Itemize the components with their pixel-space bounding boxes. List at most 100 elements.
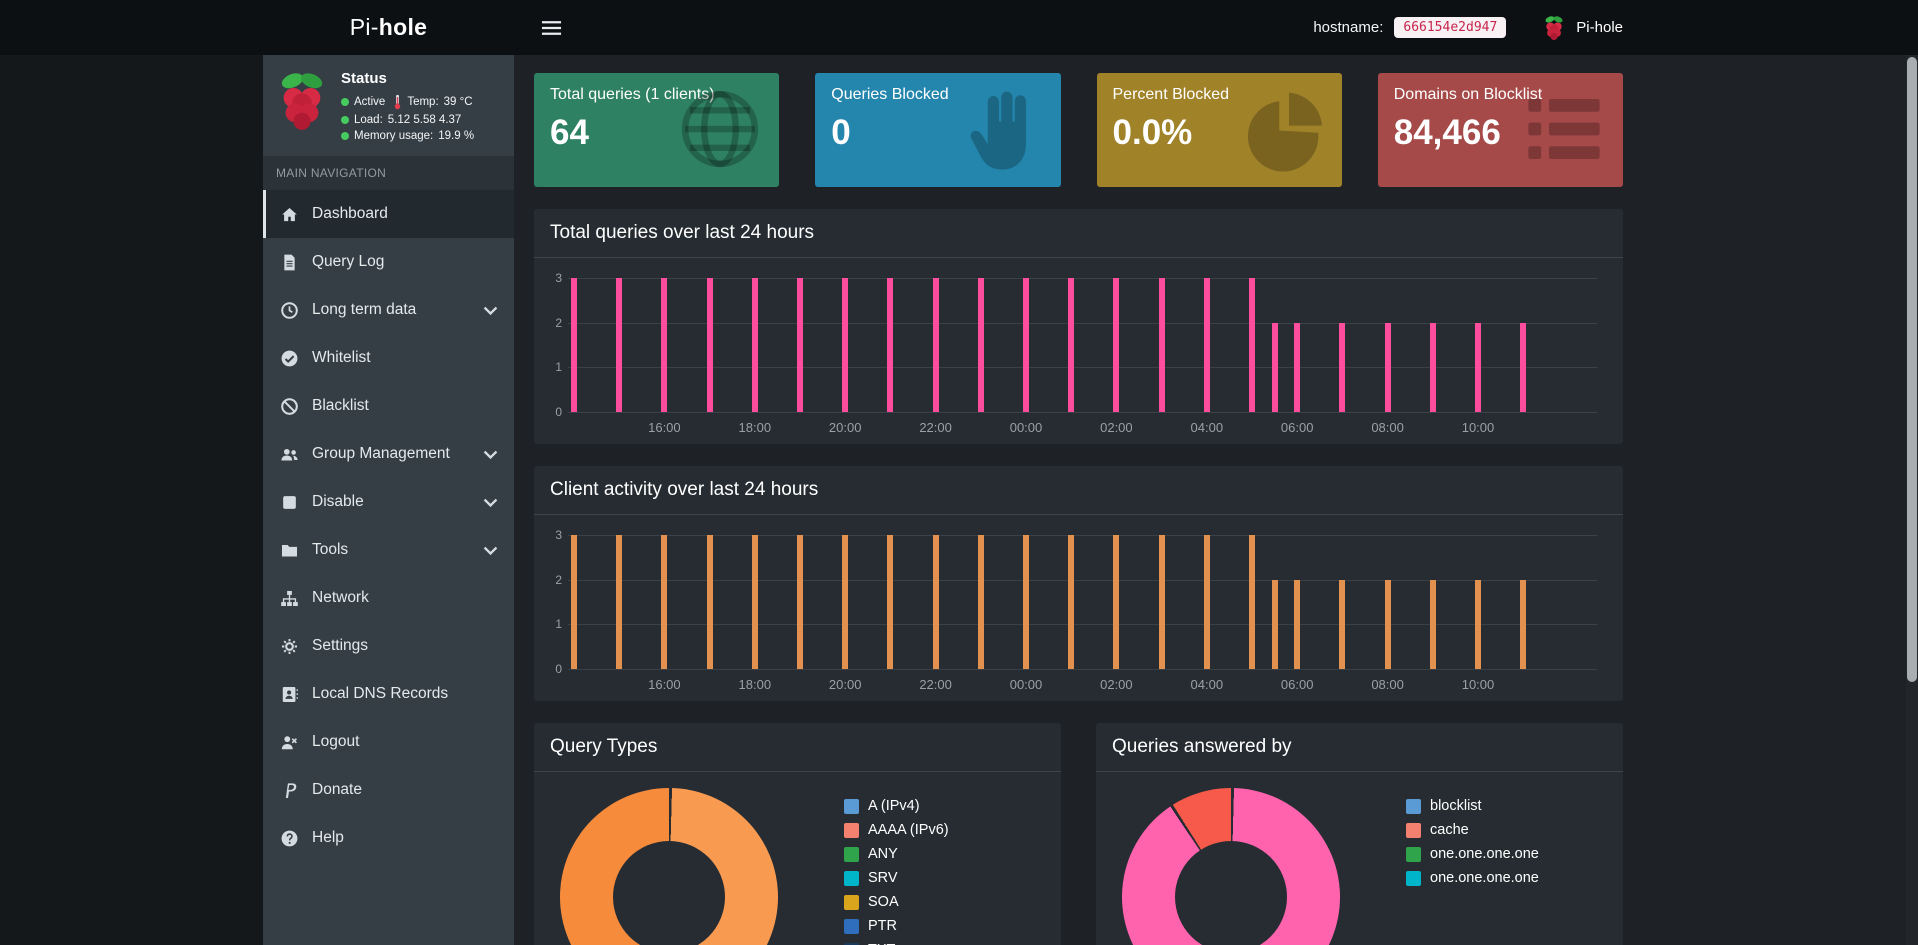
- y-axis-label: 2: [555, 315, 562, 330]
- query-bar[interactable]: [1429, 579, 1436, 669]
- gears-icon: [280, 637, 299, 656]
- query-bar[interactable]: [751, 278, 758, 412]
- query-bar[interactable]: [751, 535, 758, 669]
- gridline: [568, 412, 1597, 413]
- answered-by-donut[interactable]: [1122, 788, 1340, 945]
- pihole-brand-link[interactable]: Pi-hole: [1576, 19, 1623, 36]
- sidebar-item-donate[interactable]: Donate: [263, 766, 514, 814]
- sidebar-item-dashboard[interactable]: Dashboard: [263, 190, 514, 238]
- query-bar[interactable]: [1113, 278, 1120, 412]
- legend-item[interactable]: PTR: [844, 918, 949, 934]
- query-bar[interactable]: [1271, 579, 1278, 669]
- query-bar[interactable]: [887, 535, 894, 669]
- query-bar[interactable]: [1339, 322, 1346, 412]
- query-bar[interactable]: [1271, 322, 1278, 412]
- query-bar[interactable]: [1339, 579, 1346, 669]
- legend-swatch: [844, 918, 859, 934]
- sidebar-item-blacklist[interactable]: Blacklist: [263, 382, 514, 430]
- query-bar[interactable]: [977, 535, 984, 669]
- sidebar-item-long-term-data[interactable]: Long term data: [263, 286, 514, 334]
- legend-swatch: [844, 846, 859, 862]
- x-axis-label: 08:00: [1371, 420, 1404, 435]
- total-queries-chart[interactable]: 0 1 2 3 16:00 18:00 20:00 22:00 00:00 02:00 04:00 0…: [548, 268, 1609, 438]
- sidebar-item-help[interactable]: Help: [263, 814, 514, 862]
- query-bar[interactable]: [571, 278, 577, 412]
- x-axis-label: 10:00: [1461, 677, 1495, 692]
- query-bar[interactable]: [1068, 278, 1075, 412]
- query-bar[interactable]: [1023, 535, 1029, 669]
- sidebar-item-local-dns-records[interactable]: Local DNS Records: [263, 670, 514, 718]
- sidebar-item-whitelist[interactable]: Whitelist: [263, 334, 514, 382]
- query-bar[interactable]: [932, 278, 939, 412]
- legend-item[interactable]: SOA: [844, 894, 949, 910]
- x-axis-label: 06:00: [1280, 420, 1314, 435]
- legend-label: one.one.one.one: [1430, 846, 1539, 862]
- sidebar-item-disable[interactable]: Disable: [263, 478, 514, 526]
- query-bar[interactable]: [1294, 322, 1301, 412]
- gridline: [568, 579, 1597, 581]
- query-bar[interactable]: [616, 535, 623, 669]
- query-bar[interactable]: [1113, 535, 1120, 669]
- query-bar[interactable]: [661, 535, 668, 669]
- memory-label: Memory usage:: [354, 130, 434, 142]
- legend-item[interactable]: SRV: [844, 870, 949, 886]
- query-bar[interactable]: [1203, 535, 1210, 669]
- query-bar[interactable]: [1023, 278, 1029, 412]
- sidebar-item-group-management[interactable]: Group Management: [263, 430, 514, 478]
- query-bar[interactable]: [571, 535, 577, 669]
- legend-item[interactable]: TXT: [844, 942, 949, 945]
- query-bar[interactable]: [1475, 579, 1481, 669]
- answered-by-panel: Queries answered by blocklist cache one.on…: [1096, 723, 1623, 945]
- legend-label: ANY: [868, 846, 898, 862]
- query-bar[interactable]: [1068, 535, 1075, 669]
- query-bar[interactable]: [797, 278, 803, 412]
- sidebar-item-query-log[interactable]: Query Log: [263, 238, 514, 286]
- sidebar-logo[interactable]: Pi-hole: [263, 0, 514, 55]
- query-bar[interactable]: [661, 278, 668, 412]
- sidebar-item-label: Query Log: [312, 253, 385, 270]
- legend-item[interactable]: ANY: [844, 846, 949, 862]
- summary-card-3: Percent Blocked 0.0%: [1096, 73, 1342, 187]
- client-activity-chart[interactable]: 0 1 2 3 16:00 18:00 20:00 22:00 00:00 02:00 04:00 0…: [548, 525, 1609, 695]
- query-bar[interactable]: [1429, 322, 1436, 412]
- legend-item[interactable]: one.one.one.one: [1406, 846, 1539, 862]
- query-bar[interactable]: [797, 535, 803, 669]
- query-bar[interactable]: [1475, 322, 1481, 412]
- query-bar[interactable]: [616, 278, 623, 412]
- query-bar[interactable]: [977, 278, 984, 412]
- network-icon: [280, 589, 299, 608]
- query-bar[interactable]: [1158, 535, 1165, 669]
- sidebar-item-tools[interactable]: Tools: [263, 526, 514, 574]
- query-bar[interactable]: [842, 535, 849, 669]
- query-bar[interactable]: [1520, 322, 1527, 412]
- legend-item[interactable]: one.one.one.one: [1406, 870, 1539, 886]
- query-bar[interactable]: [1520, 579, 1527, 669]
- query-bar[interactable]: [842, 278, 849, 412]
- query-bar[interactable]: [706, 278, 713, 412]
- legend-item[interactable]: blocklist: [1406, 798, 1539, 814]
- query-bar[interactable]: [887, 278, 894, 412]
- legend-item[interactable]: AAAA (IPv6): [844, 822, 949, 838]
- legend-item[interactable]: cache: [1406, 822, 1539, 838]
- scrollbar-track[interactable]: [1906, 55, 1918, 945]
- scrollbar-thumb[interactable]: [1907, 57, 1917, 682]
- sidebar-item-label: Logout: [312, 733, 360, 750]
- legend-label: blocklist: [1430, 798, 1482, 814]
- query-types-donut-hole: [613, 841, 725, 945]
- query-bar[interactable]: [1294, 579, 1301, 669]
- query-bar[interactable]: [1384, 579, 1391, 669]
- sidebar-item-logout[interactable]: Logout: [263, 718, 514, 766]
- query-bar[interactable]: [932, 535, 939, 669]
- query-bar[interactable]: [1203, 278, 1210, 412]
- sidebar-toggle-button[interactable]: [528, 0, 574, 55]
- legend-item[interactable]: A (IPv4): [844, 798, 949, 814]
- sidebar-item-network[interactable]: Network: [263, 574, 514, 622]
- query-bar[interactable]: [1384, 322, 1391, 412]
- query-bar[interactable]: [706, 535, 713, 669]
- query-bar[interactable]: [1249, 535, 1255, 669]
- query-types-donut[interactable]: [560, 788, 778, 945]
- card-value: 0: [831, 113, 851, 152]
- sidebar-item-settings[interactable]: Settings: [263, 622, 514, 670]
- query-bar[interactable]: [1158, 278, 1165, 412]
- query-bar[interactable]: [1249, 278, 1255, 412]
